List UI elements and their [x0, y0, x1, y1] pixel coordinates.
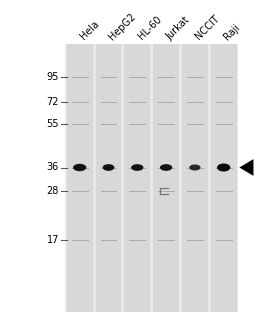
- Text: Jurkat: Jurkat: [165, 15, 192, 42]
- Ellipse shape: [73, 164, 86, 171]
- Ellipse shape: [131, 164, 143, 171]
- Bar: [67, 44, 93, 312]
- Text: NCCIT: NCCIT: [194, 14, 222, 42]
- Text: 36: 36: [47, 162, 59, 173]
- Bar: [124, 44, 150, 312]
- Bar: [211, 44, 237, 312]
- Bar: [182, 44, 208, 312]
- Ellipse shape: [160, 164, 172, 171]
- Text: HL-60: HL-60: [136, 15, 163, 42]
- Ellipse shape: [217, 163, 230, 172]
- Text: 72: 72: [46, 97, 59, 107]
- Text: 95: 95: [47, 72, 59, 82]
- Ellipse shape: [189, 164, 200, 171]
- Text: 28: 28: [47, 186, 59, 196]
- Ellipse shape: [103, 164, 114, 171]
- Text: 55: 55: [46, 119, 59, 129]
- Polygon shape: [239, 159, 253, 176]
- Bar: [65, 44, 238, 312]
- Text: Hela: Hela: [78, 19, 101, 42]
- Text: HepG2: HepG2: [107, 11, 138, 42]
- Text: Raji: Raji: [222, 22, 242, 42]
- Bar: [153, 44, 179, 312]
- Text: 17: 17: [47, 234, 59, 245]
- Bar: [95, 44, 121, 312]
